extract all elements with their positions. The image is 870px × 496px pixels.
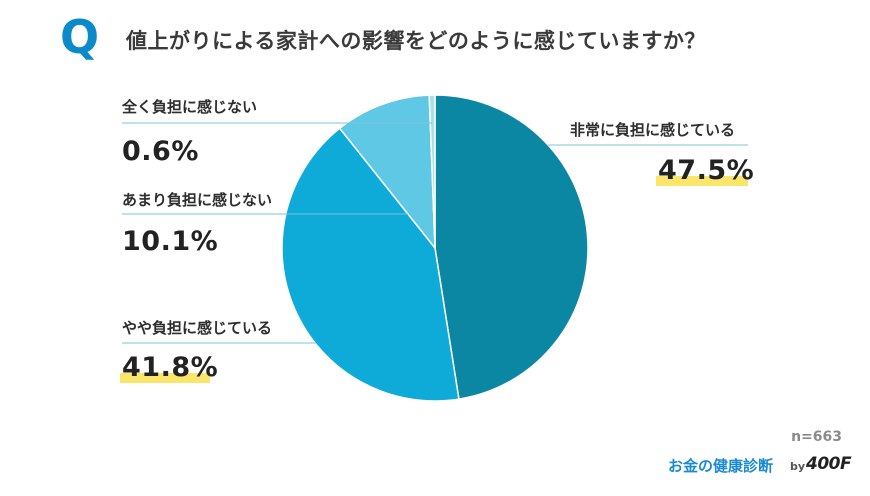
value-very: 47.5%: [658, 155, 755, 186]
q-badge: Q: [60, 10, 100, 64]
pie-slice-not-much: [338, 94, 436, 251]
label-not-much: あまり負担に感じない: [122, 191, 273, 209]
pie-slice-somewhat: [281, 127, 460, 402]
value-not-much: 10.1%: [122, 226, 219, 257]
brand-logo: 400F: [806, 454, 852, 474]
question-title: 値上がりによる家計への影響をどのように感じていますか？: [126, 29, 706, 53]
sample-size: n=663: [791, 429, 842, 445]
brand-by: by: [790, 460, 806, 473]
highlight-somewhat: [120, 373, 210, 383]
label-somewhat: やや負担に感じている: [122, 319, 273, 337]
highlight-very: [656, 176, 748, 186]
pie-slice-none: [428, 94, 436, 249]
value-none: 0.6%: [122, 136, 199, 167]
label-very: 非常に負担に感じている: [570, 121, 736, 139]
pie-slice-very: [434, 94, 589, 400]
value-somewhat: 41.8%: [122, 352, 219, 383]
brand-name: お金の健康診断: [668, 457, 774, 475]
label-none: 全く負担に感じない: [122, 98, 258, 116]
